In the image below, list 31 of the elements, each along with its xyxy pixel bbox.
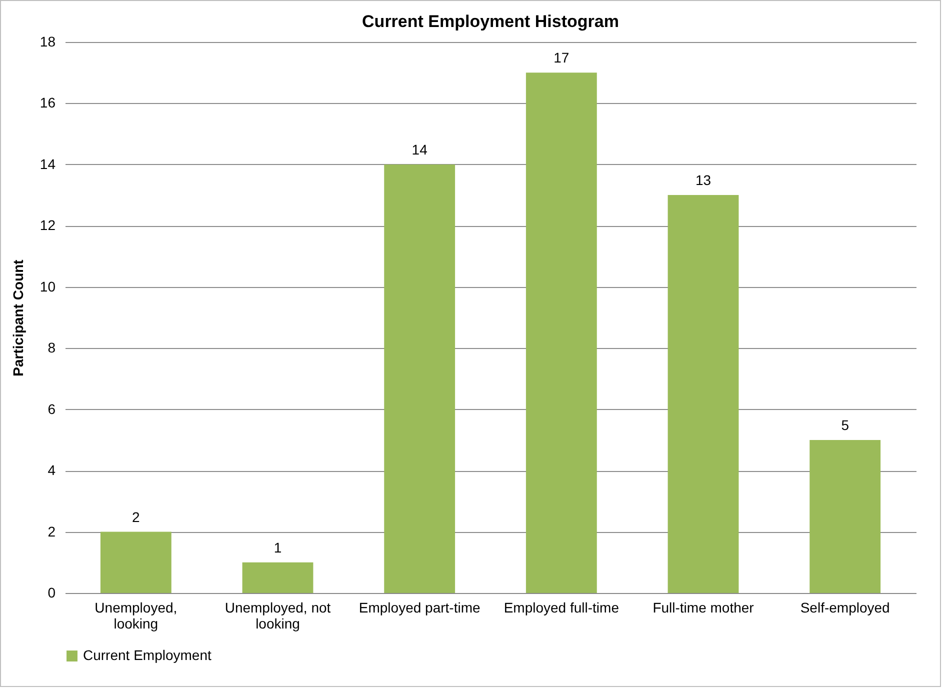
y-tick-label: 4 xyxy=(48,462,56,478)
bar xyxy=(668,195,739,593)
y-tick-label: 8 xyxy=(48,340,56,356)
data-label: 1 xyxy=(274,539,282,556)
y-tick-label: 12 xyxy=(40,217,56,234)
x-tick-label: Full-time mother xyxy=(652,600,754,616)
data-label: 5 xyxy=(841,416,850,433)
bar xyxy=(810,440,881,593)
x-tick-label: Self-employed xyxy=(800,600,890,616)
data-label: 13 xyxy=(695,172,712,188)
bar xyxy=(242,562,314,593)
bar xyxy=(100,532,172,593)
bar xyxy=(526,72,597,593)
y-tick-label: 16 xyxy=(40,94,56,111)
data-label: 2 xyxy=(132,508,140,525)
x-tick-label: Unemployed, looking xyxy=(94,600,178,632)
legend-label: Current Employment xyxy=(83,647,212,663)
y-tick-label: 10 xyxy=(40,278,56,294)
y-tick-label: 2 xyxy=(48,523,56,540)
bar xyxy=(384,164,456,593)
y-tick-label: 18 xyxy=(40,34,56,50)
y-tick-label: 6 xyxy=(48,400,56,417)
x-tick-label: Employed full-time xyxy=(504,600,620,616)
data-label: 17 xyxy=(554,50,570,66)
x-tick-label: Unemployed, not looking xyxy=(224,600,331,632)
y-tick-label: 14 xyxy=(40,156,56,172)
chart-title: Current Employment Histogram xyxy=(362,12,619,31)
y-tick-label: 0 xyxy=(48,584,56,600)
x-tick-label: Employed part-time xyxy=(358,600,480,616)
y-axis-title: Participant Count xyxy=(10,259,26,376)
data-label: 14 xyxy=(412,141,428,158)
